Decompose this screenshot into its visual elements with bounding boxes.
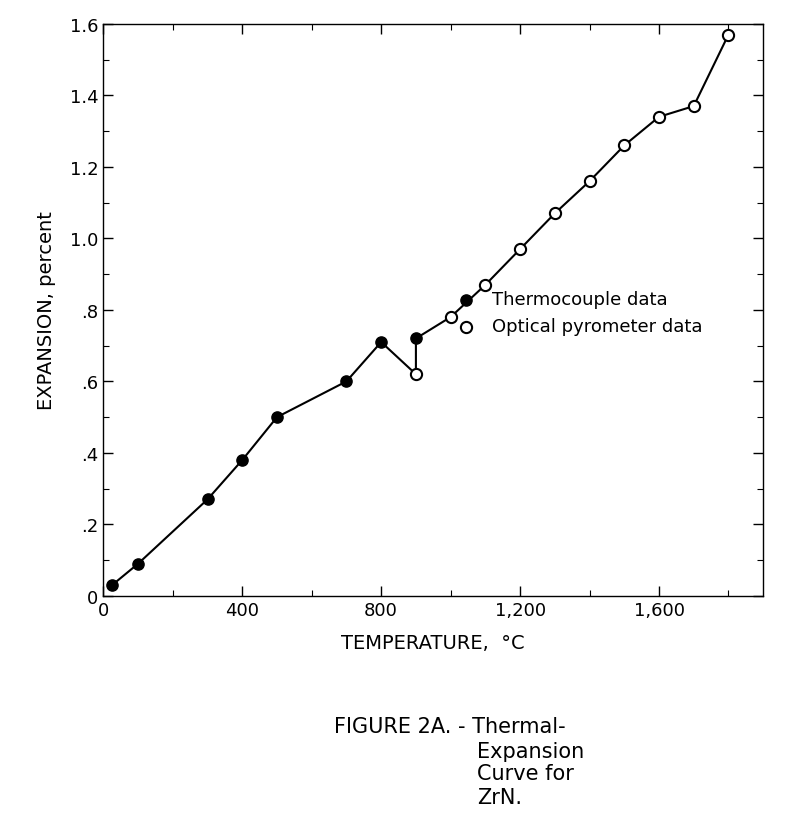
Optical pyrometer data: [618, 140, 630, 153]
Thermocouple data: [106, 579, 118, 592]
Optical pyrometer data: [444, 311, 457, 325]
Legend: Thermocouple data, Optical pyrometer data: Thermocouple data, Optical pyrometer dat…: [456, 291, 702, 336]
Text: FIGURE 2A. - Thermal-: FIGURE 2A. - Thermal-: [334, 716, 565, 736]
Thermocouple data: [270, 411, 283, 424]
Text: Curve for: Curve for: [477, 763, 574, 783]
Optical pyrometer data: [584, 176, 596, 189]
Text: Expansion: Expansion: [477, 741, 584, 761]
Text: ZrN.: ZrN.: [477, 787, 522, 806]
Thermocouple data: [409, 333, 422, 346]
Optical pyrometer data: [479, 279, 492, 292]
Optical pyrometer data: [653, 111, 665, 124]
Optical pyrometer data: [514, 243, 526, 257]
Y-axis label: EXPANSION, percent: EXPANSION, percent: [37, 211, 56, 410]
Optical pyrometer data: [549, 208, 561, 221]
Optical pyrometer data: [688, 100, 700, 113]
Thermocouple data: [236, 454, 249, 467]
X-axis label: TEMPERATURE,  °C: TEMPERATURE, °C: [342, 633, 525, 652]
Thermocouple data: [201, 493, 214, 507]
Thermocouple data: [340, 375, 353, 388]
Optical pyrometer data: [409, 368, 422, 382]
Optical pyrometer data: [722, 29, 735, 42]
Thermocouple data: [374, 336, 387, 349]
Thermocouple data: [132, 557, 145, 570]
